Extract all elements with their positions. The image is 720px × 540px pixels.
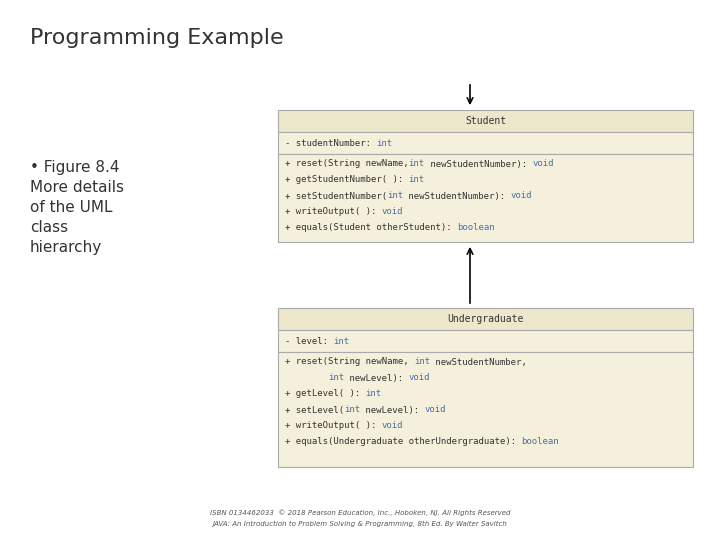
Text: int: int (344, 406, 360, 415)
Text: Programming Example: Programming Example (30, 28, 284, 48)
Bar (278, 154, 693, 242)
Text: - level:: - level: (285, 336, 333, 346)
Text: + getLevel( ):: + getLevel( ): (285, 389, 366, 399)
Text: int: int (333, 336, 349, 346)
Text: Student: Student (465, 116, 506, 126)
Text: int: int (409, 159, 425, 168)
Text: + getStudentNumber( ):: + getStudentNumber( ): (285, 176, 409, 185)
Text: + equals(Student otherStudent):: + equals(Student otherStudent): (285, 224, 457, 233)
Text: void: void (382, 207, 403, 217)
Text: void: void (409, 374, 430, 382)
Bar (278, 132, 693, 154)
Text: of the UML: of the UML (30, 200, 112, 215)
Text: Undergraduate: Undergraduate (447, 314, 523, 324)
Text: void: void (532, 159, 554, 168)
Text: void: void (425, 406, 446, 415)
Text: More details: More details (30, 180, 124, 195)
Text: void: void (510, 192, 532, 200)
Text: JAVA: An Introduction to Problem Solving & Programming, 8th Ed. By Walter Savitc: JAVA: An Introduction to Problem Solving… (212, 521, 508, 527)
Bar (278, 330, 693, 352)
Text: boolean: boolean (457, 224, 495, 233)
Text: newLevel):: newLevel): (344, 374, 409, 382)
Text: + setStudentNumber(: + setStudentNumber( (285, 192, 387, 200)
Text: int: int (387, 192, 403, 200)
Text: + writeOutput( ):: + writeOutput( ): (285, 422, 382, 430)
Text: • Figure 8.4: • Figure 8.4 (30, 160, 120, 175)
Text: int: int (328, 374, 344, 382)
Text: hierarchy: hierarchy (30, 240, 102, 255)
Text: newStudentNumber):: newStudentNumber): (403, 192, 510, 200)
Text: class: class (30, 220, 68, 235)
Text: int: int (409, 176, 425, 185)
Text: newStudentNumber,: newStudentNumber, (430, 357, 527, 367)
Bar (278, 308, 693, 330)
Text: + reset(String newName,: + reset(String newName, (285, 159, 409, 168)
Text: int: int (366, 389, 382, 399)
Text: void: void (382, 422, 403, 430)
Text: boolean: boolean (521, 437, 559, 447)
Text: + equals(Undergraduate otherUndergraduate):: + equals(Undergraduate otherUndergraduat… (285, 437, 521, 447)
Text: int: int (414, 357, 430, 367)
Text: newLevel):: newLevel): (360, 406, 425, 415)
Text: + setLevel(: + setLevel( (285, 406, 344, 415)
Text: - studentNumber:: - studentNumber: (285, 138, 377, 147)
Text: + writeOutput( ):: + writeOutput( ): (285, 207, 382, 217)
Text: int: int (377, 138, 392, 147)
Text: ISBN 0134462033  © 2018 Pearson Education, Inc., Hoboken, NJ. All Rights Reserve: ISBN 0134462033 © 2018 Pearson Education… (210, 510, 510, 516)
Text: + reset(String newName,: + reset(String newName, (285, 357, 414, 367)
Text: newStudentNumber):: newStudentNumber): (425, 159, 532, 168)
Bar (278, 110, 693, 132)
Bar (278, 352, 693, 467)
